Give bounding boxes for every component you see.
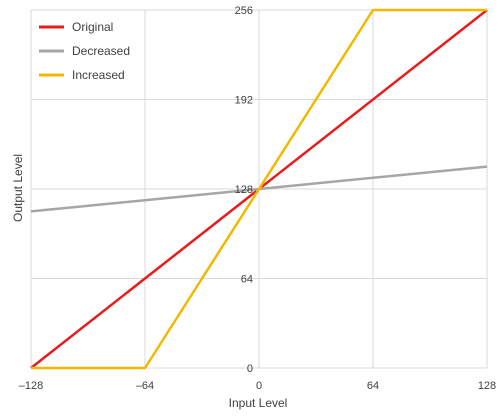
y-axis-title: Output Level [11,154,25,222]
y-tick-label: 64 [241,274,253,286]
x-tick-label: –128 [19,380,43,392]
y-tick-label: 192 [235,95,253,107]
x-tick-label: 0 [256,380,262,392]
legend-label: Increased [72,68,125,82]
legend-label: Original [72,20,113,34]
legend-label: Decreased [72,44,130,58]
x-tick-label: –64 [136,380,154,392]
y-tick-label: 256 [235,5,253,17]
y-tick-label: 128 [235,184,253,196]
tick-labels: –128 –64 0 64 128 0 64 128 192 256 [19,5,496,392]
x-tick-label: 64 [367,380,379,392]
x-tick-label: 128 [478,380,496,392]
legend: Original Decreased Increased [39,20,130,82]
series-line-increased [31,8,487,370]
y-tick-label: 0 [247,363,253,375]
x-axis-title: Input Level [229,396,288,410]
series-layer [30,8,488,370]
